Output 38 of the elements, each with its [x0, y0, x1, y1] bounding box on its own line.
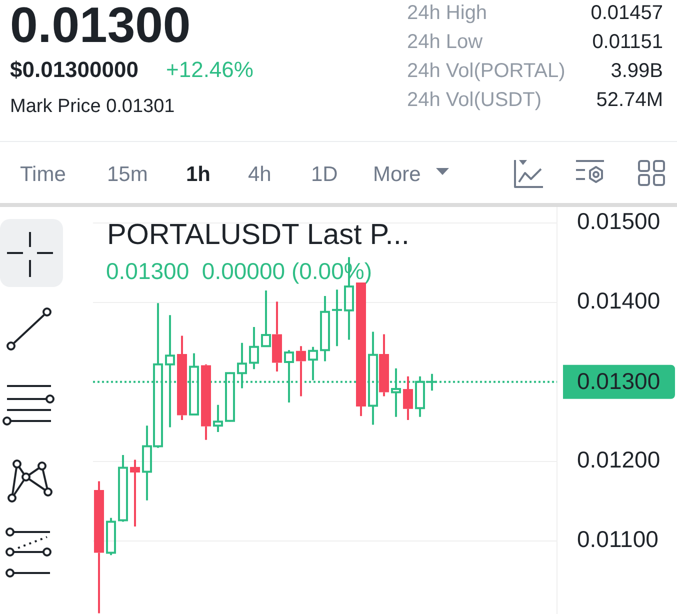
text: 24h High	[407, 2, 488, 24]
candlestick	[403, 375, 413, 422]
candlestick	[320, 295, 330, 362]
text: 3.99B	[610, 60, 663, 82]
text: 24h Vol(PORTAL)	[407, 60, 566, 82]
candlestick	[177, 334, 187, 422]
text: More	[373, 163, 421, 186]
text: 0.01300	[10, 0, 191, 53]
candlestick	[261, 289, 271, 348]
text: 24h Vol(USDT)	[407, 89, 542, 112]
text: 52.74M	[596, 89, 663, 112]
text: Time	[20, 163, 66, 186]
text: +12.46%	[166, 57, 254, 82]
y-tick-label: 0.01500	[577, 208, 660, 234]
candlestick	[272, 300, 282, 373]
text: 24h Low	[407, 31, 483, 54]
candlestick	[332, 288, 342, 348]
candlestick	[249, 326, 259, 370]
y-tick-label: 0.01100	[577, 526, 658, 552]
ref-line-label: 0.01300	[577, 368, 660, 394]
text: 0.01457	[590, 2, 663, 24]
candlestick	[213, 404, 223, 433]
candlestick	[379, 333, 389, 398]
candlestick	[130, 458, 140, 528]
text: 15m	[107, 163, 148, 186]
text: 0.01151	[592, 31, 663, 54]
text: 4h	[248, 163, 272, 186]
text: 1h	[186, 163, 211, 186]
candlestick	[94, 480, 104, 614]
text: 1D	[311, 163, 338, 186]
candlestick	[201, 363, 211, 441]
candlestick	[118, 454, 128, 523]
y-tick-label: 0.01400	[577, 288, 660, 314]
text: Mark Price 0.01301	[10, 96, 175, 117]
y-tick-label: 0.01200	[577, 446, 660, 473]
chart-title: PORTALUSDT Last P...	[107, 219, 410, 252]
text: $0.01300000	[10, 57, 138, 82]
candlestick	[296, 345, 306, 398]
